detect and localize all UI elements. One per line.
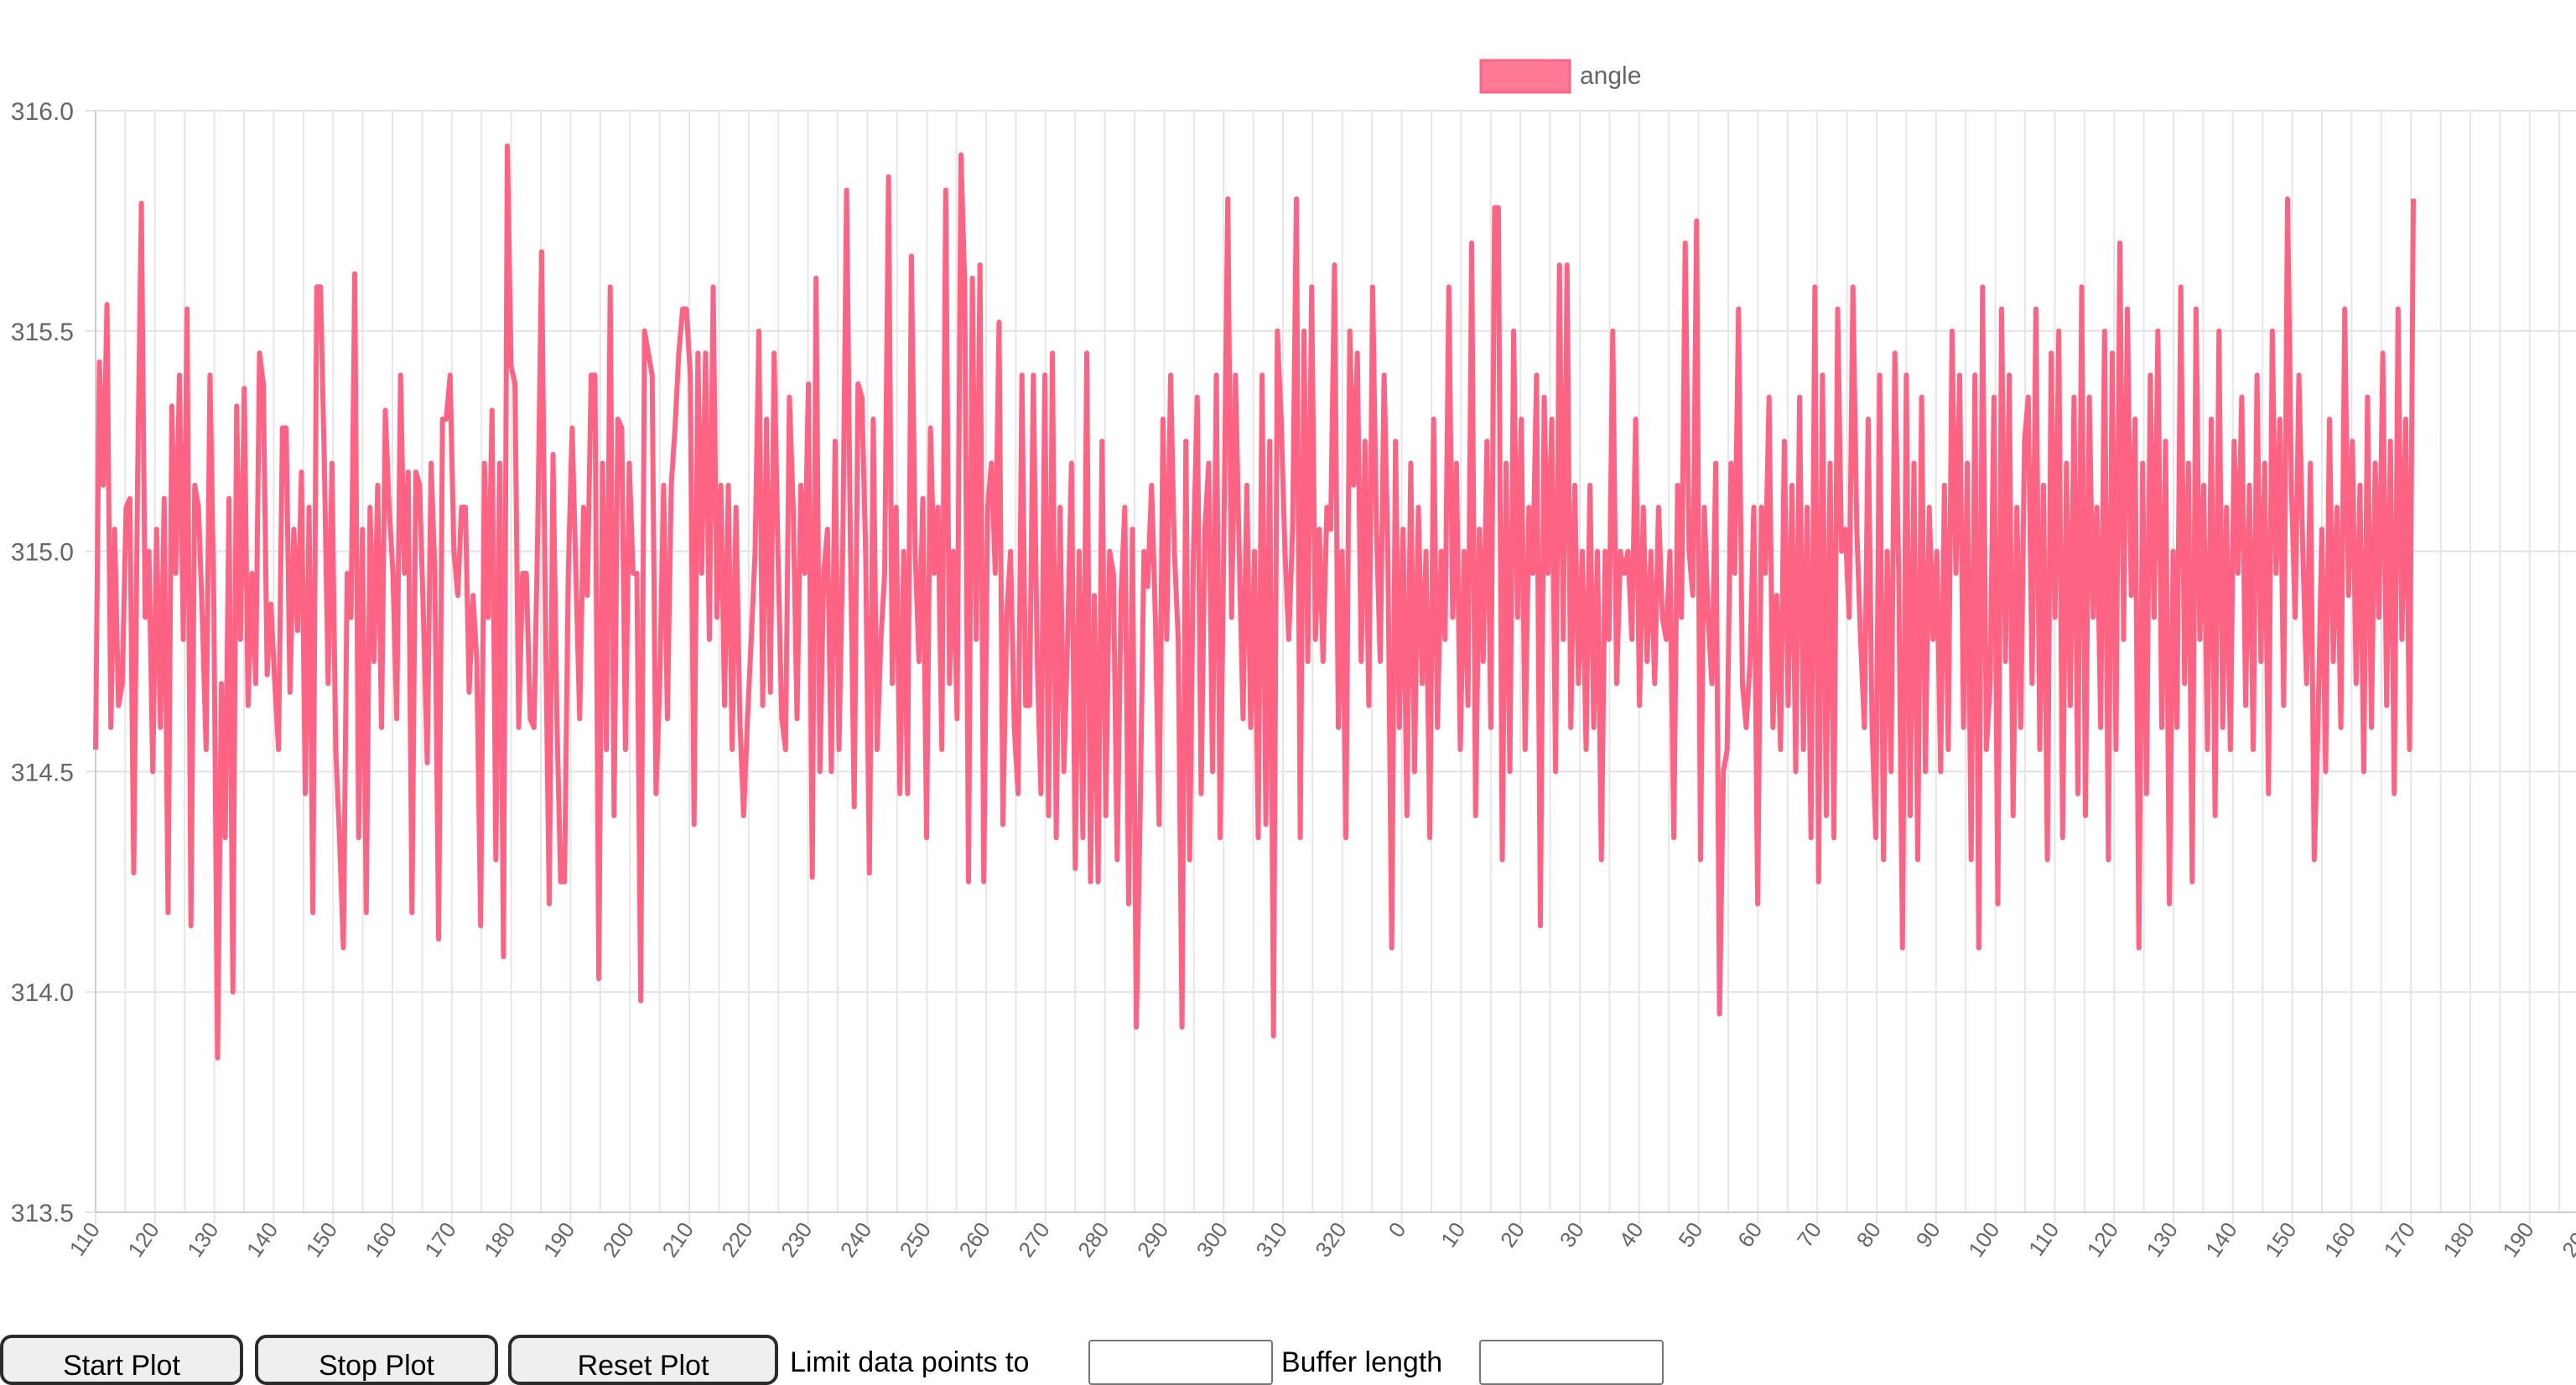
x-tick-label: 20 bbox=[1495, 1217, 1530, 1252]
series-line-angle bbox=[93, 143, 2416, 1061]
x-tick-label: 320 bbox=[1310, 1217, 1351, 1262]
x-tick-label: 250 bbox=[895, 1217, 936, 1262]
x-tick-label: 190 bbox=[2497, 1217, 2538, 1262]
y-tick-label: 315.0 bbox=[11, 539, 74, 567]
x-tick-label: 260 bbox=[953, 1217, 995, 1262]
x-tick-label: 210 bbox=[657, 1217, 698, 1262]
legend-swatch[interactable] bbox=[1479, 59, 1571, 94]
x-tick-label: 70 bbox=[1792, 1217, 1826, 1252]
x-tick-label: 90 bbox=[1911, 1217, 1945, 1252]
x-tick-label: 160 bbox=[2319, 1217, 2360, 1262]
x-tick-label: 200 bbox=[598, 1217, 639, 1262]
x-tick-label: 140 bbox=[242, 1217, 283, 1262]
x-tick-label: 140 bbox=[2200, 1217, 2241, 1262]
y-tick-label: 313.5 bbox=[11, 1200, 74, 1227]
y-axis: 316.0 315.5 315.0 314.5 314.0 313.5 bbox=[11, 98, 74, 1227]
stop-plot-button[interactable]: Stop Plot bbox=[255, 1335, 498, 1385]
x-tick-label: 280 bbox=[1072, 1217, 1114, 1262]
x-tick-label: 110 bbox=[2023, 1217, 2064, 1260]
x-tick-label: 100 bbox=[1963, 1217, 2004, 1262]
y-tick-label: 316.0 bbox=[11, 98, 74, 126]
x-tick-label: 150 bbox=[301, 1217, 342, 1262]
x-tick-label: 120 bbox=[2082, 1217, 2123, 1262]
x-tick-label: 150 bbox=[2260, 1217, 2301, 1262]
x-tick-label: 290 bbox=[1132, 1217, 1173, 1262]
line-chart: 316.0 315.5 315.0 314.5 314.0 313.5 110 120 130… bbox=[11, 59, 2576, 1262]
x-tick-label: 60 bbox=[1732, 1217, 1767, 1252]
grid-lines bbox=[86, 110, 2576, 1224]
legend[interactable]: angle bbox=[1479, 59, 1641, 94]
x-tick-label: 170 bbox=[2379, 1217, 2420, 1262]
x-tick-label: 40 bbox=[1614, 1217, 1649, 1252]
buffer-length-input[interactable] bbox=[1479, 1340, 1664, 1385]
reset-plot-button[interactable]: Reset Plot bbox=[508, 1335, 778, 1385]
x-tick-label: 160 bbox=[360, 1217, 401, 1262]
y-tick-label: 314.5 bbox=[11, 759, 74, 786]
start-plot-button[interactable]: Start Plot bbox=[0, 1335, 243, 1385]
x-tick-label: 130 bbox=[2141, 1217, 2182, 1262]
x-tick-label: 310 bbox=[1250, 1217, 1291, 1262]
x-tick-label: 30 bbox=[1555, 1217, 1589, 1252]
x-tick-label: 0 bbox=[1384, 1217, 1411, 1242]
x-tick-label: 180 bbox=[2438, 1217, 2479, 1262]
limit-data-points-label: Limit data points to bbox=[790, 1346, 1030, 1378]
x-tick-label: 230 bbox=[776, 1217, 817, 1262]
x-tick-label: 80 bbox=[1852, 1217, 1886, 1252]
x-tick-label: 300 bbox=[1192, 1217, 1233, 1262]
x-tick-label: 270 bbox=[1013, 1217, 1054, 1262]
y-tick-label: 315.5 bbox=[11, 319, 74, 346]
x-tick-label: 10 bbox=[1436, 1217, 1470, 1252]
x-tick-label: 130 bbox=[182, 1217, 223, 1262]
x-tick-label: 170 bbox=[419, 1217, 460, 1262]
x-tick-label: 220 bbox=[716, 1217, 757, 1262]
limit-data-points-input[interactable] bbox=[1088, 1340, 1273, 1385]
x-tick-label: 190 bbox=[538, 1217, 579, 1262]
x-tick-label: 180 bbox=[479, 1217, 520, 1262]
x-tick-label: 240 bbox=[835, 1217, 876, 1262]
series-layer bbox=[93, 143, 2416, 1061]
controls-bar: Start Plot Stop Plot Reset Plot Limit da… bbox=[0, 1335, 2576, 1385]
x-axis: 110 120 130 140 150 160 170 180 190 200 210 220 230 2… bbox=[65, 1217, 2576, 1262]
legend-label-angle[interactable]: angle bbox=[1580, 62, 1641, 90]
y-tick-label: 314.0 bbox=[11, 979, 74, 1007]
x-tick-label: 50 bbox=[1673, 1217, 1707, 1252]
chart-area: 316.0 315.5 315.0 314.5 314.0 313.5 110 120 130… bbox=[11, 59, 2576, 1262]
buffer-length-label: Buffer length bbox=[1281, 1346, 1443, 1378]
x-tick-label: 200 bbox=[2557, 1217, 2576, 1262]
x-tick-label: 120 bbox=[122, 1217, 164, 1262]
